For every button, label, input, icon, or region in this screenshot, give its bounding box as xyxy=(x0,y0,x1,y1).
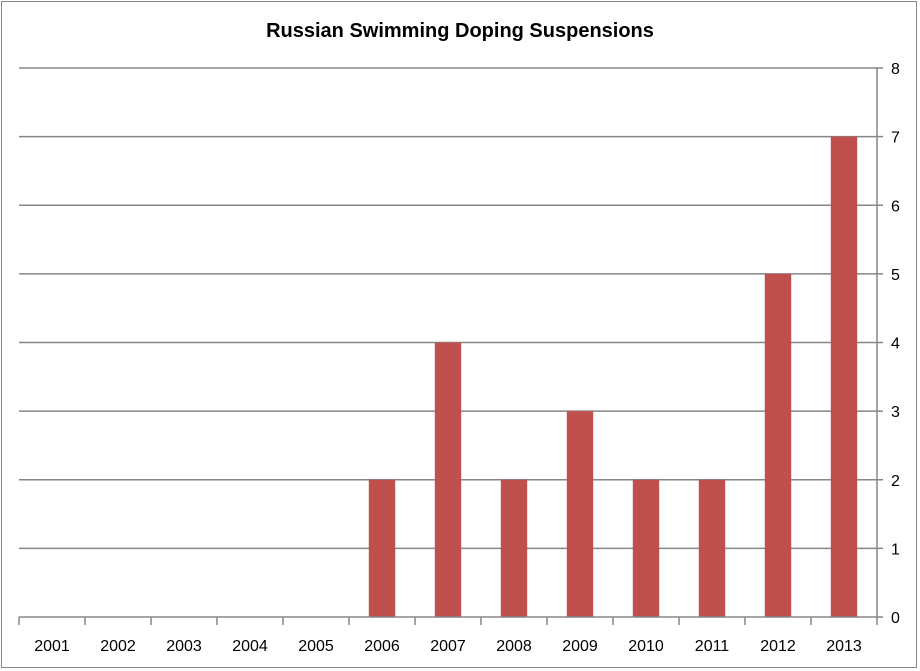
bar-2012 xyxy=(764,273,792,617)
bars xyxy=(368,136,858,617)
x-tick-label: 2002 xyxy=(100,638,136,655)
y-tick-labels: 0 1 2 3 4 5 6 7 8 xyxy=(891,61,900,627)
x-tick-label: 2012 xyxy=(760,638,796,655)
x-tick-label: 2001 xyxy=(34,638,70,655)
x-tick-label: 2003 xyxy=(166,638,202,655)
axes xyxy=(18,67,883,625)
y-tick-label: 8 xyxy=(891,61,900,78)
y-tick-label: 7 xyxy=(891,130,900,147)
x-tick-label: 2006 xyxy=(364,638,400,655)
y-tick-label: 0 xyxy=(891,610,900,627)
x-tick-label: 2011 xyxy=(695,638,730,655)
x-tick-label: 2010 xyxy=(628,638,664,655)
x-tick-label: 2013 xyxy=(826,638,862,655)
x-tick-label: 2004 xyxy=(232,638,268,655)
y-tick-label: 1 xyxy=(891,541,900,558)
x-tick-label: 2007 xyxy=(430,638,466,655)
x-tick-label: 2008 xyxy=(496,638,532,655)
bar-2006 xyxy=(368,479,396,617)
y-tick-label: 4 xyxy=(891,336,900,353)
y-tick-label: 5 xyxy=(891,267,900,284)
bar-2008 xyxy=(500,479,528,617)
y-tick-label: 3 xyxy=(891,404,900,421)
chart-title: Russian Swimming Doping Suspensions xyxy=(266,20,654,42)
bar-2013 xyxy=(830,136,858,617)
y-tick-label: 6 xyxy=(891,198,900,215)
bar-2007 xyxy=(434,342,462,617)
y-tick-label: 2 xyxy=(891,473,900,490)
x-tick-labels: 2001 2002 2003 2004 2005 2006 2007 2008 2009 2010… xyxy=(34,638,862,655)
x-tick-label: 2009 xyxy=(562,638,598,655)
x-tick-label: 2005 xyxy=(298,638,334,655)
bar-2011 xyxy=(698,479,726,617)
bar-2010 xyxy=(632,479,660,617)
bar-2009 xyxy=(566,411,594,617)
